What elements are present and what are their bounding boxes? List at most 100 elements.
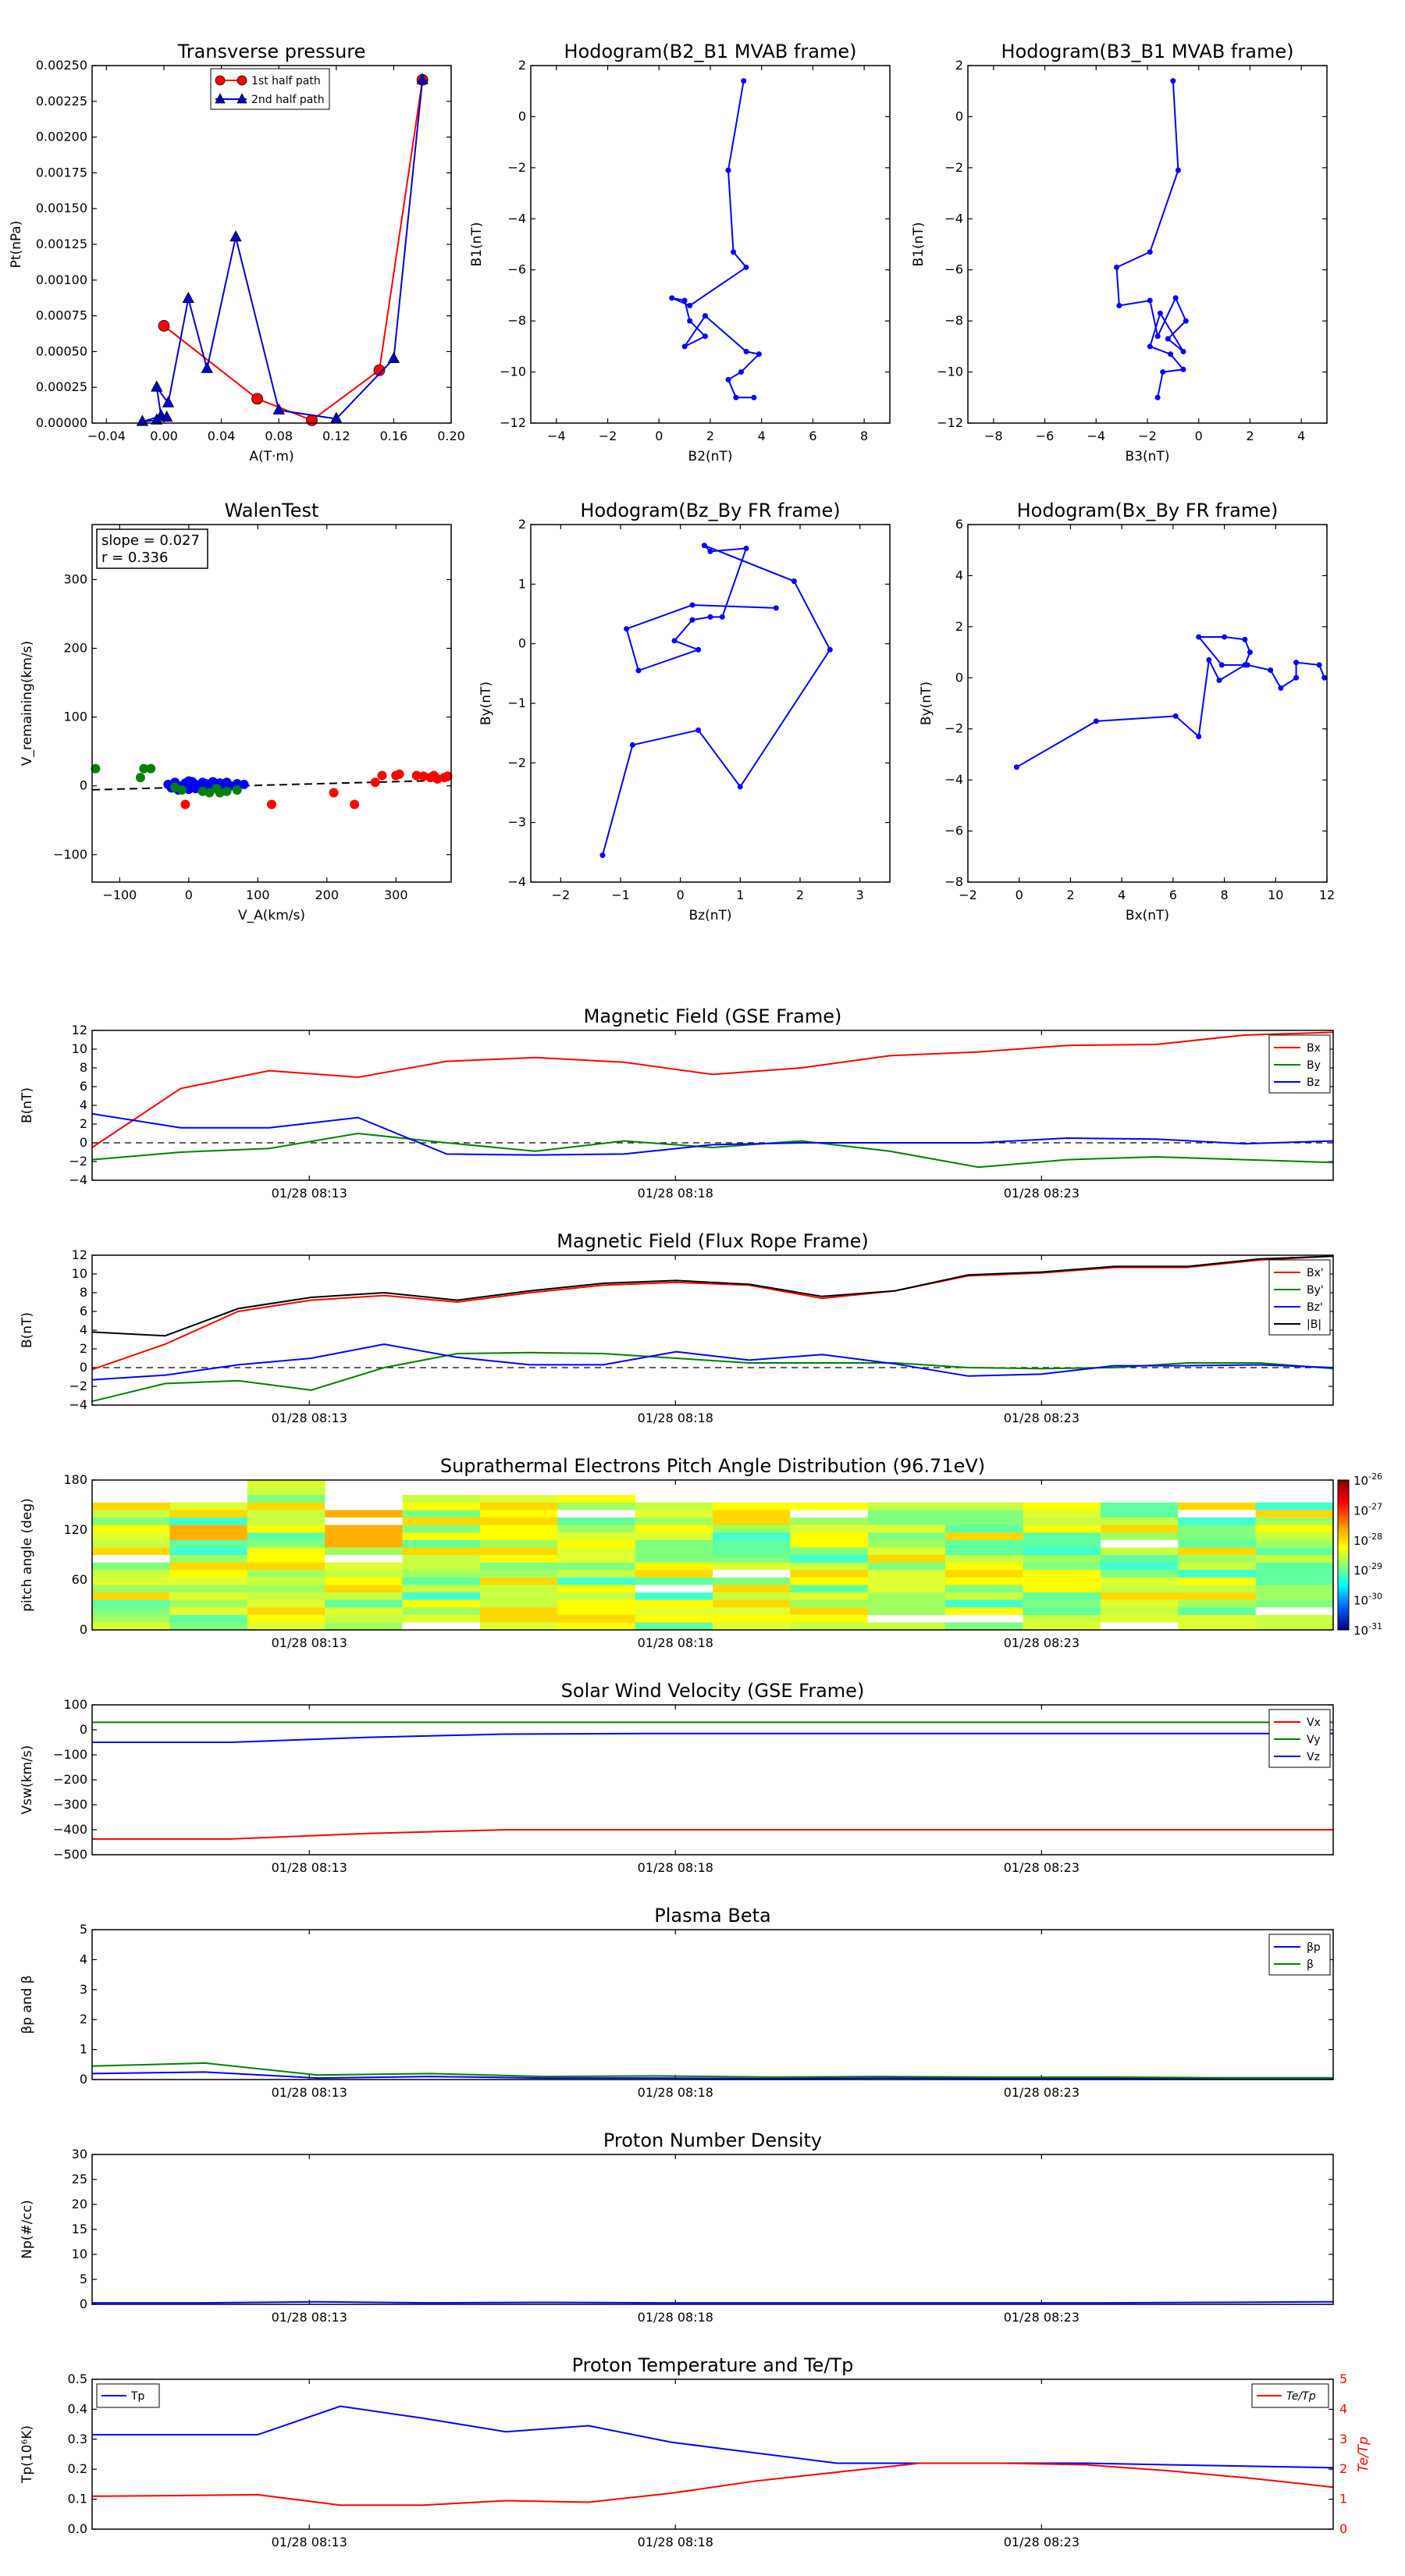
heatmap-cell [92,1539,170,1548]
x-tick-label: 2 [796,888,804,902]
heatmap-cell [790,1599,869,1608]
heatmap-cell [247,1502,325,1510]
heatmap-cell [247,1577,325,1585]
heatmap-cell [325,1607,403,1616]
heatmap-cell [92,1607,170,1616]
te-tp-line [91,2462,1334,2507]
walen-chart: WalenTest −100 0 100 200 300 −100 0 100 200 300 V_A… [20,500,453,923]
legend-label: Bx [1307,1042,1321,1055]
tp-chart: Transverse pressure −0.04 0.00 0.04 0.08 0.12… [9,41,465,464]
data-point [599,852,606,859]
heatmap-cell [557,1622,636,1631]
hxy-chart: Hodogram(Bx_By FR frame) −2 0 2 4 6 8 10 12 −8 −6 −… [919,500,1335,923]
x-tick-label: 4 [758,429,766,443]
h31-ylabel: B1(nT) [911,222,927,267]
data-point [1180,366,1186,372]
heatmap-cell [479,1532,558,1541]
plot-frame [91,524,452,883]
x-tick-label: 01/28 08:23 [1004,1186,1080,1201]
data-point [1180,348,1186,354]
y-tick-label: −500 [53,1847,87,1862]
heatmap-cell [169,1599,248,1608]
heatmap-cell [867,1622,946,1631]
heatmap-cell [1100,1502,1179,1510]
heatmap-cell [402,1592,481,1601]
data-point [272,403,285,415]
data-point [183,776,194,786]
heatmap-cell [325,1614,403,1623]
x-tick-label: 01/28 08:23 [1004,1411,1080,1425]
y-tick-label: 5 [80,1922,87,1937]
y-tick-label: −100 [53,1747,87,1762]
y-tick-label: 0.5 [68,2371,87,2386]
data-point [180,799,190,809]
y-tick-label: 0 [80,2297,87,2311]
heatmap-cell [479,1555,558,1564]
heatmap-cell [557,1502,636,1510]
heatmap-cell [713,1592,791,1601]
data-point [222,786,232,796]
bfr-series-0-line [91,1255,1334,1371]
data-point [201,361,213,373]
heatmap-cell [1023,1585,1101,1593]
y-tick-label: 5 [80,2272,87,2286]
x-tick-label: −0.04 [87,429,126,443]
colorbar-tick-label: 10-28 [1353,1532,1382,1548]
heatmap-cell [1100,1622,1179,1631]
y-tick-label: −4 [69,1397,87,1412]
legend-label: Bz [1307,1076,1320,1089]
heatmap-cell [479,1599,558,1608]
heatmap-cell [169,1607,248,1616]
plot-frame [967,524,1328,883]
heatmap-cell [325,1525,403,1533]
legend-marker [215,75,226,86]
hzy-series-line [602,544,831,856]
y-tick-label: 0.0 [68,2521,87,2536]
x-tick-label: −6 [1036,429,1055,443]
beta-legend: βp β [1268,1934,1331,1976]
data-point [1147,297,1153,304]
tp2-title: Proton Temperature and Te/Tp [572,2354,854,2376]
y-tick-label: −2 [944,721,963,736]
y-tick-label: 12 [72,1023,87,1037]
heatmap-cell [1178,1607,1257,1616]
y-tick-label: −100 [53,847,87,862]
heatmap-cell [1100,1614,1179,1623]
y-right-tick-label: 0 [1339,2521,1347,2536]
heatmap-cell [1255,1539,1334,1548]
heatmap-cell [1023,1562,1101,1571]
heatmap-cell [325,1622,403,1631]
data-point [1093,718,1099,724]
heatmap-cell [1100,1532,1179,1541]
heatmap-cell [1178,1539,1257,1548]
y-tick-label: 2 [955,58,963,73]
data-point [1160,369,1166,375]
data-point [1168,351,1174,358]
heatmap-cell [1178,1517,1257,1526]
x-tick-label: 4 [1118,888,1126,902]
y-tick-label: −2 [69,1379,87,1393]
heatmap-cell [945,1607,1023,1616]
heatmap-cell [92,1532,170,1541]
y-tick-label: −4 [507,211,526,226]
heatmap-cell [1178,1599,1257,1608]
heatmap-cell [1178,1622,1257,1631]
data-point [1268,667,1274,673]
heatmap-cell [1255,1517,1334,1526]
data-point [733,394,739,400]
heatmap-cell [790,1555,869,1564]
y-tick-label: −2 [69,1154,87,1169]
data-point [737,784,743,790]
plot-frame [91,1929,1334,2080]
data-point [1196,734,1202,740]
colorbar-tick-label: 10-27 [1353,1501,1382,1517]
heatmap-cell [169,1562,248,1571]
y-tick-label: 4 [80,1952,87,1966]
heatmap-cell [635,1547,713,1556]
heatmap-cell [1255,1532,1334,1541]
heatmap-cell [247,1585,325,1593]
heatmap-cell [247,1547,325,1556]
heatmap-cell [247,1480,325,1489]
y-tick-label: 0.00075 [36,308,87,323]
